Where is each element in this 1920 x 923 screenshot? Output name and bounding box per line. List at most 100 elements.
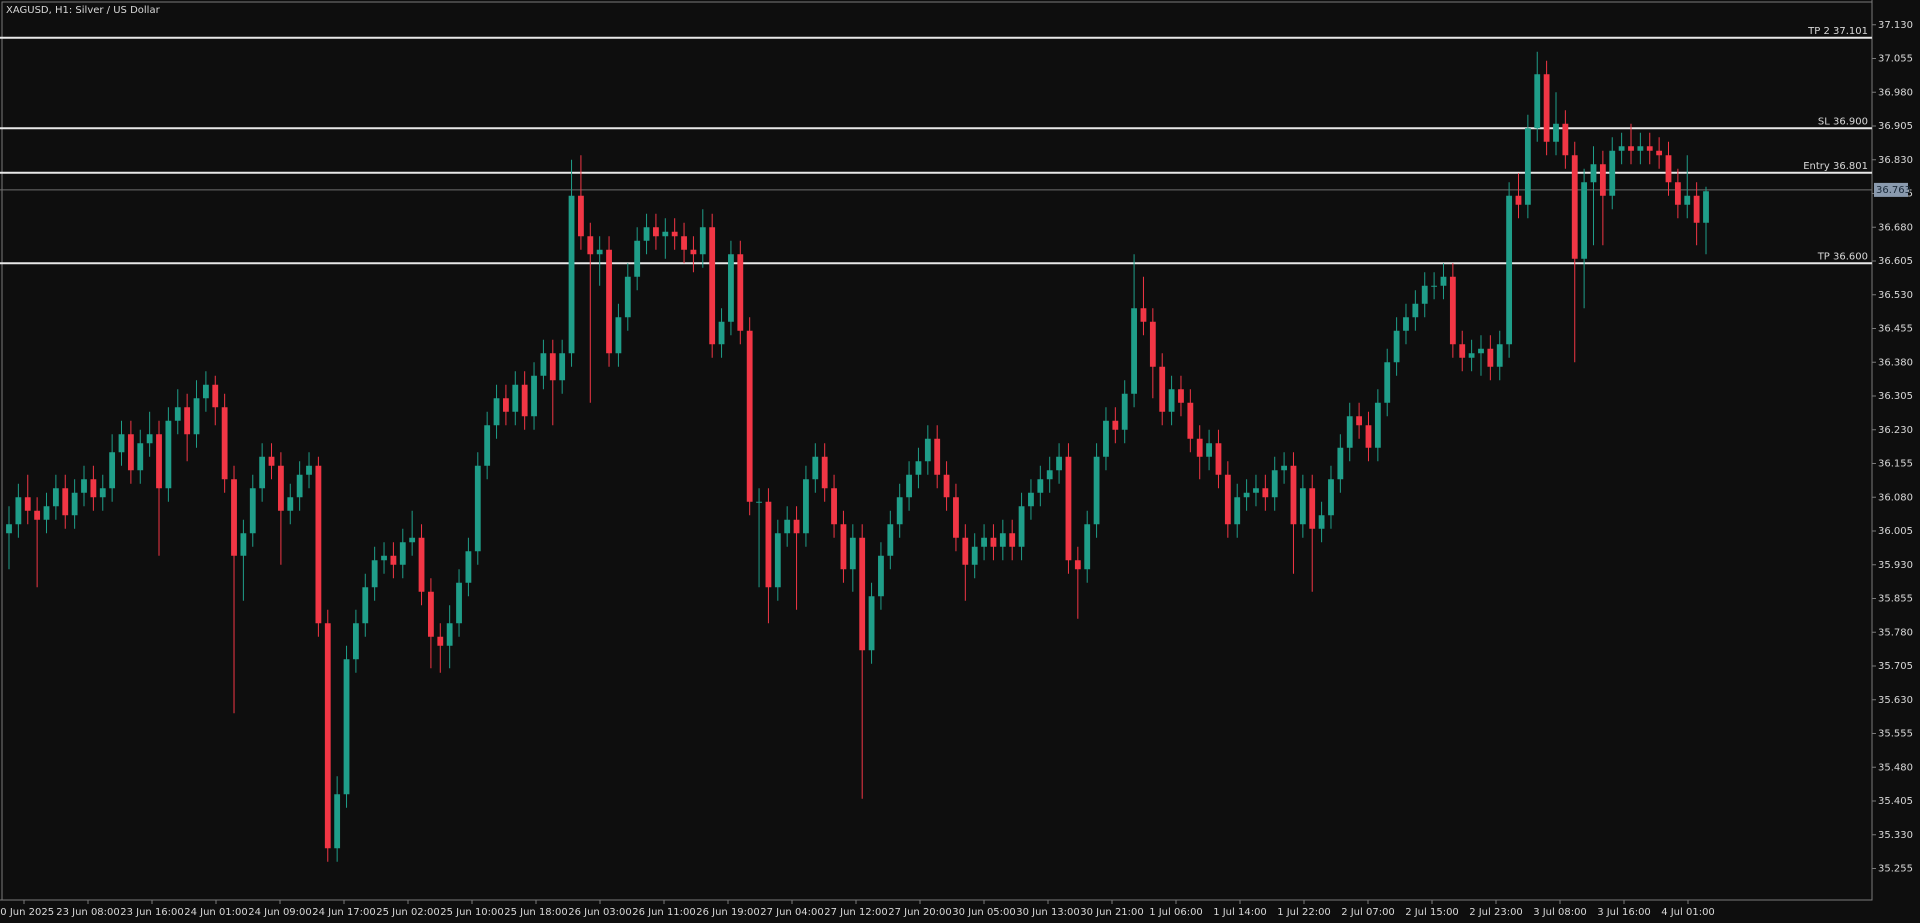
candle-body [1628, 146, 1634, 151]
y-tick-label: 36.305 [1878, 391, 1913, 402]
candle-body [1168, 389, 1175, 412]
candle-body [1309, 488, 1316, 529]
candle-body [559, 353, 566, 381]
candle-body [699, 227, 706, 255]
y-tick-label: 35.555 [1878, 729, 1913, 740]
candle-body [81, 479, 87, 493]
candle-body [90, 479, 97, 498]
candle-body [1384, 362, 1391, 403]
candle-body [868, 596, 875, 651]
candle-body [1553, 123, 1559, 142]
candle-body [1215, 443, 1222, 475]
candle-body [587, 236, 594, 255]
candle-body [784, 519, 791, 534]
candle-body [306, 465, 312, 475]
candle-body [690, 249, 697, 255]
candle-body [615, 317, 622, 354]
candle-body [981, 537, 987, 547]
candle-body [643, 227, 650, 241]
x-tick-label: 4 Jul 01:00 [1661, 907, 1715, 918]
candle-body [728, 254, 734, 322]
candle-body [831, 488, 837, 525]
candle-body [146, 434, 153, 444]
candle-body [990, 537, 997, 547]
x-tick-label: 2 Jul 23:00 [1469, 907, 1523, 918]
y-tick-label: 36.230 [1878, 425, 1913, 436]
y-tick-label: 35.330 [1878, 830, 1913, 841]
candle-body [1656, 150, 1663, 156]
candle-body [1196, 438, 1203, 457]
candle-body [1056, 456, 1062, 471]
candle-body [971, 546, 978, 565]
candle-body [1571, 155, 1578, 259]
candle-body [6, 524, 12, 534]
candle-body [1112, 420, 1119, 430]
candle-body [962, 537, 969, 565]
candle-body [1224, 474, 1231, 525]
candle-body [1703, 191, 1709, 223]
candle-body [371, 560, 378, 588]
x-tick-label: 3 Jul 08:00 [1533, 907, 1587, 918]
candle-body [1365, 425, 1372, 448]
candle-body [1009, 533, 1016, 547]
candle-body [1618, 146, 1625, 151]
candle-body [202, 384, 209, 399]
candle-body [1421, 285, 1428, 304]
y-tick-label: 35.705 [1878, 661, 1913, 672]
candle-body [24, 497, 31, 511]
x-tick-label: 1 Jul 22:00 [1277, 907, 1331, 918]
candle-body [1693, 195, 1700, 223]
candle-body [793, 519, 800, 534]
candle-body [137, 443, 144, 471]
x-tick-label: 20 Jun 2025 [0, 907, 54, 918]
candle-body [934, 438, 941, 475]
candle-body [1674, 182, 1681, 205]
candle-body [1290, 465, 1297, 525]
candle-body [1412, 303, 1419, 318]
candle-body [15, 497, 22, 525]
candle-body [446, 623, 453, 646]
candle-body [1346, 416, 1353, 448]
candle-body [859, 537, 866, 651]
x-tick-label: 2 Jul 15:00 [1405, 907, 1459, 918]
candle-body [156, 434, 162, 489]
candle-body [43, 506, 50, 520]
candle-body [118, 434, 125, 453]
candle-body [1299, 488, 1306, 525]
candle-body [1046, 470, 1053, 480]
candle-body [1449, 276, 1456, 345]
candle-body [906, 474, 912, 498]
x-tick-label: 25 Jun 02:00 [376, 907, 440, 918]
candle-body [1140, 308, 1147, 322]
x-tick-label: 24 Jun 09:00 [248, 907, 312, 918]
x-tick-label: 26 Jun 19:00 [696, 907, 760, 918]
candle-body [671, 231, 678, 237]
candle-body [1487, 348, 1494, 367]
candle-body [1459, 344, 1466, 358]
candle-body [474, 465, 481, 552]
candle-body [1403, 317, 1409, 331]
candle-body [287, 497, 294, 511]
candle-body [531, 375, 537, 417]
candle-body [259, 456, 266, 489]
candle-body [1590, 164, 1597, 183]
candle-body [1665, 155, 1672, 183]
candle-body [174, 407, 181, 421]
candle-body [1431, 285, 1438, 287]
candle-body [1328, 479, 1334, 516]
x-tick-label: 23 Jun 16:00 [120, 907, 184, 918]
candle-body [887, 524, 894, 556]
candle-body [1524, 128, 1531, 205]
y-tick-label: 35.405 [1878, 796, 1913, 807]
x-tick-label: 25 Jun 18:00 [504, 907, 568, 918]
candle-body [1028, 492, 1034, 507]
candle-body [277, 465, 284, 511]
candle-body [803, 479, 809, 534]
candle-body [240, 533, 247, 556]
candle-body [165, 420, 172, 489]
x-tick-label: 30 Jun 21:00 [1080, 907, 1144, 918]
candle-body [812, 456, 819, 480]
candle-body [71, 492, 78, 516]
